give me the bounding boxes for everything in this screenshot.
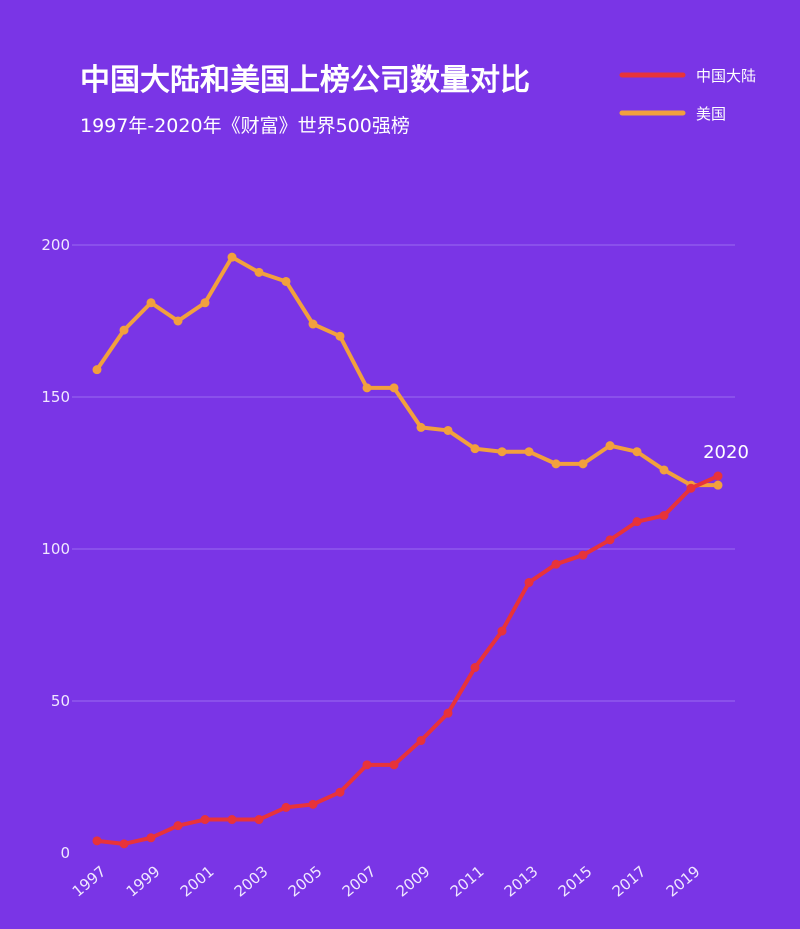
x-tick-label: 2003 xyxy=(231,862,272,900)
data-point xyxy=(416,736,426,746)
data-point xyxy=(362,760,372,770)
y-tick-label: 100 xyxy=(41,540,70,558)
data-point xyxy=(254,815,264,825)
data-point xyxy=(389,760,399,770)
data-point xyxy=(281,802,291,812)
data-point xyxy=(524,447,534,457)
grid xyxy=(72,244,735,702)
data-point xyxy=(227,815,237,825)
data-point xyxy=(389,383,399,393)
data-point xyxy=(524,577,534,587)
legend-label-china: 中国大陆 xyxy=(696,67,756,85)
data-point xyxy=(605,441,615,451)
data-point xyxy=(659,511,669,521)
y-axis: 0 50 100 150 200 xyxy=(41,236,70,862)
x-tick-label: 2007 xyxy=(339,862,380,900)
data-point xyxy=(713,480,723,490)
data-point xyxy=(470,663,480,673)
data-point xyxy=(335,331,345,341)
data-point xyxy=(173,316,183,326)
data-point xyxy=(497,447,507,457)
x-tick-label: 2001 xyxy=(177,862,218,900)
annotation-2020: 2020 xyxy=(703,442,749,463)
data-point xyxy=(578,459,588,469)
data-point xyxy=(713,471,723,481)
data-point xyxy=(686,483,696,493)
legend-label-usa: 美国 xyxy=(696,105,726,123)
data-point xyxy=(119,839,129,849)
chart-title: 中国大陆和美国上榜公司数量对比 xyxy=(80,63,530,98)
x-tick-label: 1997 xyxy=(69,862,110,900)
y-tick-label: 50 xyxy=(51,692,70,710)
data-point xyxy=(362,383,372,393)
x-tick-label: 2009 xyxy=(393,862,434,900)
data-point xyxy=(254,267,264,277)
plot-area xyxy=(92,252,723,849)
series-line xyxy=(95,474,720,846)
data-point xyxy=(416,422,426,432)
x-tick-label: 2017 xyxy=(609,862,650,900)
x-tick-label: 2013 xyxy=(501,862,542,900)
data-point xyxy=(470,444,480,454)
data-point xyxy=(335,787,345,797)
data-point xyxy=(92,365,102,375)
data-point xyxy=(605,535,615,545)
x-tick-label: 1999 xyxy=(123,862,164,900)
x-tick-label: 2005 xyxy=(285,862,326,900)
data-point xyxy=(146,298,156,308)
y-tick-label: 150 xyxy=(41,388,70,406)
data-point xyxy=(173,821,183,831)
data-point xyxy=(92,836,102,846)
data-point xyxy=(578,550,588,560)
data-point xyxy=(308,319,318,329)
data-point xyxy=(281,276,291,286)
data-point xyxy=(659,465,669,475)
data-point xyxy=(119,325,129,335)
x-tick-label: 2011 xyxy=(447,862,488,900)
y-tick-label: 0 xyxy=(60,844,70,862)
data-point xyxy=(443,708,453,718)
data-point xyxy=(308,799,318,809)
data-point xyxy=(551,559,561,569)
legend: 中国大陆 美国 xyxy=(619,67,756,123)
series-line xyxy=(95,255,720,488)
data-point xyxy=(443,425,453,435)
chart-subtitle: 1997年-2020年《财富》世界500强榜 xyxy=(80,115,410,137)
data-point xyxy=(146,833,156,843)
x-tick-label: 2015 xyxy=(555,862,596,900)
data-point xyxy=(227,252,237,262)
x-axis: 1997 1999 2001 2003 2005 2007 2009 2011 2013 2015… xyxy=(69,862,704,900)
x-tick-label: 2019 xyxy=(663,862,704,900)
data-point xyxy=(551,459,561,469)
y-tick-label: 200 xyxy=(41,236,70,254)
data-point xyxy=(632,517,642,527)
data-point xyxy=(632,447,642,457)
data-point xyxy=(497,626,507,636)
data-point xyxy=(200,298,210,308)
data-point xyxy=(200,815,210,825)
